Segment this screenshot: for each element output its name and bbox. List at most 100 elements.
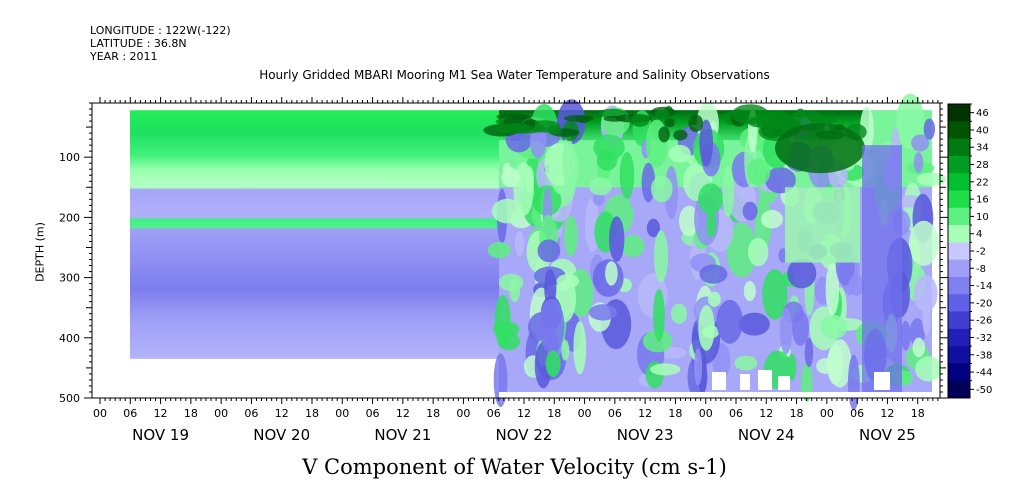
velocity-patch [588,304,618,321]
velocity-patch [900,320,911,351]
y-tick-label: 200 [59,211,80,224]
velocity-patch [609,216,625,262]
velocity-patch [605,261,618,286]
colorbar-swatch [948,346,970,364]
velocity-patch [707,291,721,307]
x-hour-label: 12 [396,407,410,420]
colorbar-swatch [948,207,970,226]
x-hour-label: 18 [668,407,682,420]
surface-patch [654,109,670,119]
colorbar-label: 46 [976,108,989,119]
velocity-patch [589,177,612,196]
velocity-patch [913,275,938,313]
data-gap [874,372,890,390]
velocity-patch [804,337,814,368]
colorbar-label: 22 [976,177,989,188]
x-hour-label: 06 [608,407,622,420]
velocity-patch [765,167,796,194]
colorbar-label: 34 [976,143,989,154]
velocity-patch [619,151,635,200]
x-hour-label: 06 [487,407,501,420]
colorbar-label: -32 [976,333,992,344]
velocity-patch [734,355,758,371]
velocity-patch [650,363,681,376]
chart-title: Hourly Gridded MBARI Mooring M1 Sea Wate… [259,68,770,82]
velocity-patch [913,152,924,173]
velocity-patch [694,348,703,386]
colorbar-frame [947,103,971,399]
velocity-patch [827,344,844,385]
velocity-patch [545,350,561,378]
surface-patch [815,117,837,125]
x-day-label: NOV 24 [738,426,795,444]
velocity-patch [762,269,788,320]
velocity-patch [848,275,865,296]
velocity-patch [742,201,758,221]
y-tick-label: 500 [59,392,80,405]
axes: 00 06 12 18 00 06 12 18 00 06 12 18 00 06 12 18 00 06 12 18… [59,97,948,444]
x-hour-label: 06 [850,407,864,420]
colorbar-label: 16 [976,195,989,206]
surface-patch [731,104,769,125]
colorbar-swatch [948,328,970,347]
velocity-patch [653,230,669,283]
deep-jet-patch [775,123,865,174]
x-day-label: NOV 19 [132,426,189,444]
velocity-patch [699,264,728,284]
surface-patch [761,110,791,130]
x-day-label: NOV 22 [496,426,553,444]
layered-region [130,110,499,359]
velocity-patch [497,332,521,351]
velocity-patch [760,210,784,229]
plot-frame [91,102,941,399]
velocity-patch [820,315,848,339]
x-hour-label: 12 [638,407,652,420]
velocity-patch [716,299,743,344]
colorbar-swatch [948,104,970,122]
colorbar-swatch [948,138,970,157]
surface-patch [603,115,626,122]
year-label: YEAR : 2011 [90,50,158,63]
x-hour-label: 18 [911,407,925,420]
x-hour-label: 18 [426,407,440,420]
velocity-patch [748,237,769,267]
velocity-patch [916,172,946,186]
colorbar-label: -50 [976,385,992,396]
velocity-patch [738,312,770,336]
velocity-patch [562,134,574,187]
colorbar-label: 4 [976,229,982,240]
colorbar-swatch [948,311,970,330]
x-hour-label: 00 [93,407,107,420]
colorbar-swatch [948,242,970,261]
x-hour-label: 06 [244,407,258,420]
plateau-patch [785,187,860,263]
colorbar-swatch [948,380,970,399]
blue-column [862,145,902,392]
x-hour-label: 00 [578,407,592,420]
velocity-patch [509,278,521,303]
colorbar-swatch [948,173,970,191]
velocity-patch [493,353,508,408]
velocity-patch [698,305,715,351]
data-gap [778,376,790,390]
latitude-label: LATITUDE : 36.8N [90,37,187,50]
velocity-patch [525,166,534,194]
x-day-label: NOV 25 [859,426,916,444]
velocity-patch [592,193,605,206]
velocity-patch [698,183,724,215]
velocity-patch [564,215,578,257]
velocity-patch [699,119,713,167]
x-hour-label: 12 [880,407,894,420]
x-hour-label: 06 [729,407,743,420]
velocity-patch [922,302,931,336]
colorbar-swatch [948,294,970,313]
x-hour-label: 18 [547,407,561,420]
velocity-patch [787,258,817,289]
velocity-patch [537,239,561,263]
velocity-patch [908,220,939,266]
velocity-patch [722,166,734,217]
velocity-patch [859,106,874,152]
colorbar-label: 28 [976,160,989,171]
colorbar-label: 40 [976,125,989,136]
